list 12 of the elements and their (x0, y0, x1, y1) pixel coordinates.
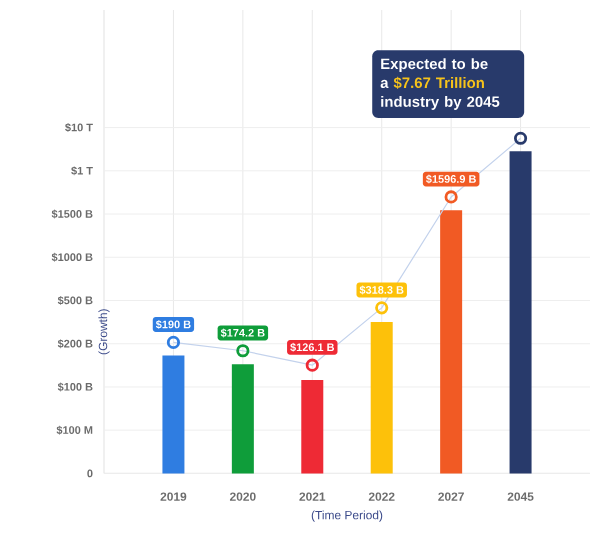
point (375, 301, 389, 315)
bar (301, 379, 324, 474)
bar (509, 151, 532, 474)
bar (440, 210, 463, 474)
bar (370, 321, 393, 474)
point (305, 358, 319, 372)
bar (231, 364, 254, 474)
point (444, 190, 458, 204)
point (166, 335, 181, 349)
point (236, 344, 250, 358)
bar (162, 355, 185, 474)
point (513, 131, 528, 145)
